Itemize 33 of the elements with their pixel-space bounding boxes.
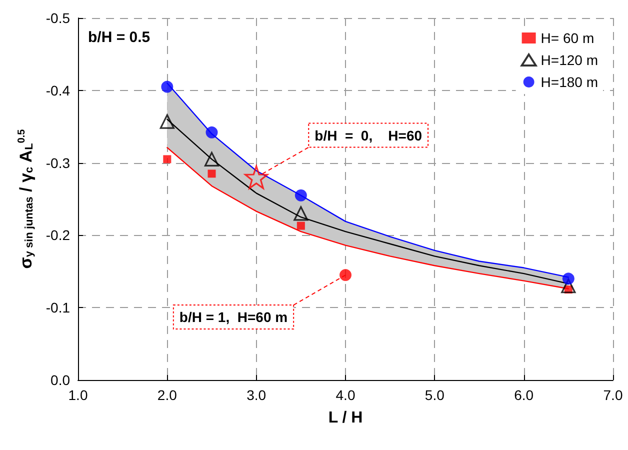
y-tick-label: -0.1 [46,300,70,316]
annotation: b/H = 0, H=60 [314,127,422,144]
y-tick-label: -0.3 [46,154,70,171]
point [294,206,308,221]
point [244,165,268,190]
point [562,272,574,285]
point [204,152,220,166]
annotation: b/H = 1, H=60 m [179,309,288,326]
x-axis-title: L / H [328,410,363,426]
legend-label: H= 60 m [540,30,594,46]
point [340,269,352,282]
point [161,80,174,93]
x-tick-label: 5.0 [424,387,445,403]
point [296,222,305,230]
point [163,155,172,164]
x-tick-label: 3.0 [246,387,266,403]
annotation: b/H = 0.5 [88,29,150,46]
x-tick-label: 2.0 [157,387,178,403]
point [208,170,216,178]
y-tick-label: 0.0 [50,372,70,388]
legend-label: H=180 m [540,74,598,90]
x-tick-label: 7.0 [603,387,623,403]
y-tick-label: -0.4 [46,82,70,98]
y-tick-label: -0.5 [46,10,70,26]
x-tick-label: 6.0 [514,387,534,403]
x-tick-label: 4.0 [336,387,356,403]
point [206,126,218,138]
point [294,189,307,202]
y-tick-label: -0.2 [46,227,70,244]
x-tick-label: 1.0 [68,387,88,403]
y-axis-title: σy sin juntas / γc AL0.5 [16,128,36,269]
point [160,114,174,129]
legend-label: H=120 m [540,52,598,68]
